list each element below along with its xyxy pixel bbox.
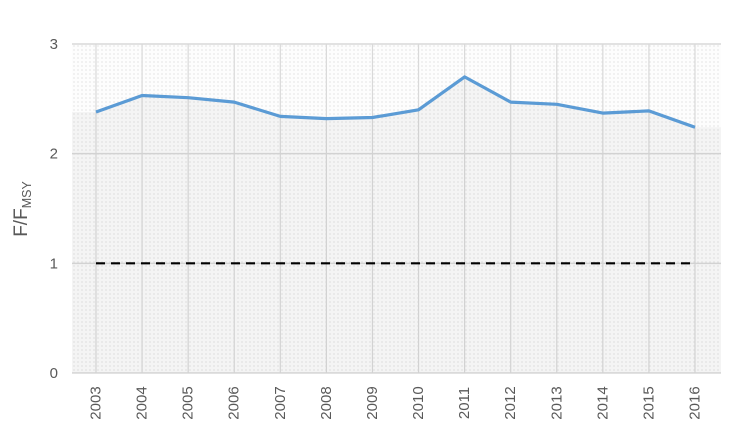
x-tick-label: 2008 xyxy=(318,386,335,419)
area-fill-F-over-Fmsy xyxy=(72,76,721,374)
x-tick-label: 2005 xyxy=(180,386,197,419)
x-tick-label: 2004 xyxy=(134,386,151,419)
x-tick-label: 2013 xyxy=(548,386,565,419)
x-tick-label: 2010 xyxy=(410,386,427,419)
x-tick-label: 2009 xyxy=(364,386,381,419)
x-tick-label: 2011 xyxy=(456,387,473,419)
series-layer xyxy=(72,75,721,374)
y-tick-label: 3 xyxy=(50,36,58,53)
y-axis-title: F/FMSY xyxy=(11,181,34,237)
axis-labels-layer: 0 1 2 3 2003 2004 2005 2006 2007 2008 2009 2010 2011… xyxy=(50,36,704,420)
y-axis-title-subscript: MSY xyxy=(20,181,34,209)
y-axis-title-main: F/F xyxy=(11,208,32,237)
series-line-F-over-Fmsy xyxy=(95,75,696,129)
x-tick-label: 2015 xyxy=(640,386,657,419)
x-tick-label: 2012 xyxy=(502,386,519,419)
y-tick-label: 2 xyxy=(50,146,58,163)
x-tick-label: 2003 xyxy=(88,386,105,419)
gridlines-layer xyxy=(72,43,721,374)
y-tick-label: 1 xyxy=(50,255,58,272)
x-tick-label: 2006 xyxy=(226,386,243,419)
x-tick-label: 2014 xyxy=(594,386,611,419)
x-tick-label: 2016 xyxy=(687,386,704,419)
x-tick-label: 2007 xyxy=(272,386,289,419)
y-tick-label: 0 xyxy=(50,365,58,382)
